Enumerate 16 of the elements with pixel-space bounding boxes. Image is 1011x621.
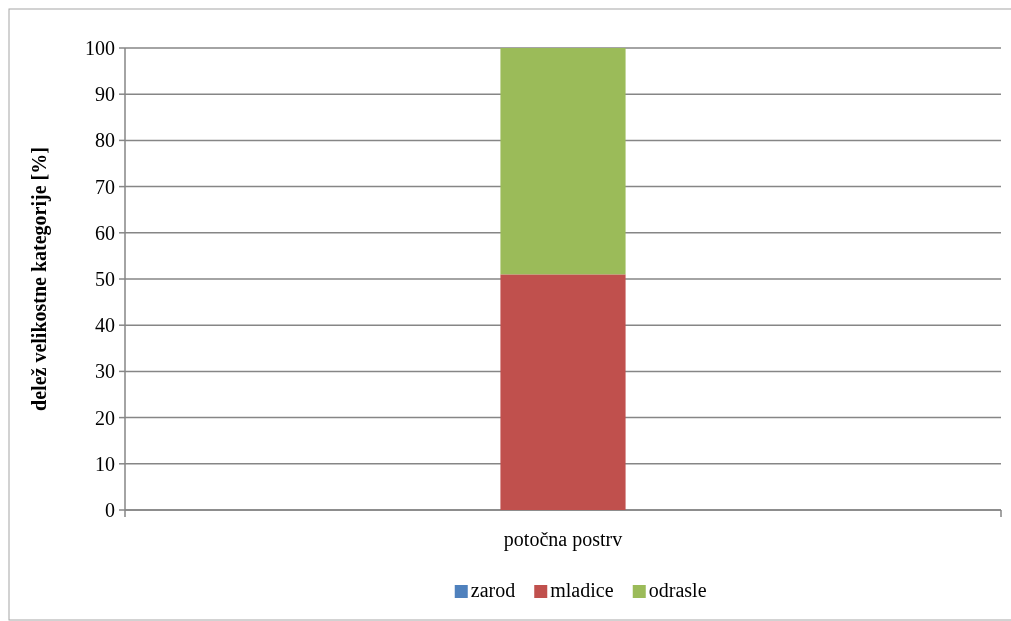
y-tick-label: 10 (95, 452, 115, 475)
y-tick-label: 100 (85, 37, 115, 59)
y-tick-label: 60 (95, 221, 115, 244)
y-tick-label: 50 (95, 268, 115, 290)
y-tick-label: 20 (95, 406, 115, 429)
y-tick-label: 40 (95, 314, 115, 337)
legend-label: zarod (470, 579, 516, 601)
x-tick-label: potočna postrv (503, 528, 623, 551)
legend-label: mladice (550, 579, 614, 601)
y-axis-title: delež velikostne kategorije [%] (28, 147, 51, 411)
y-tick-label: 90 (95, 83, 115, 106)
legend-label: odrasle (648, 579, 707, 601)
y-tick-label: 30 (95, 360, 115, 383)
y-tick-label: 0 (105, 499, 115, 521)
y-tick-label: 80 (95, 129, 115, 152)
y-tick-label: 70 (95, 175, 115, 198)
